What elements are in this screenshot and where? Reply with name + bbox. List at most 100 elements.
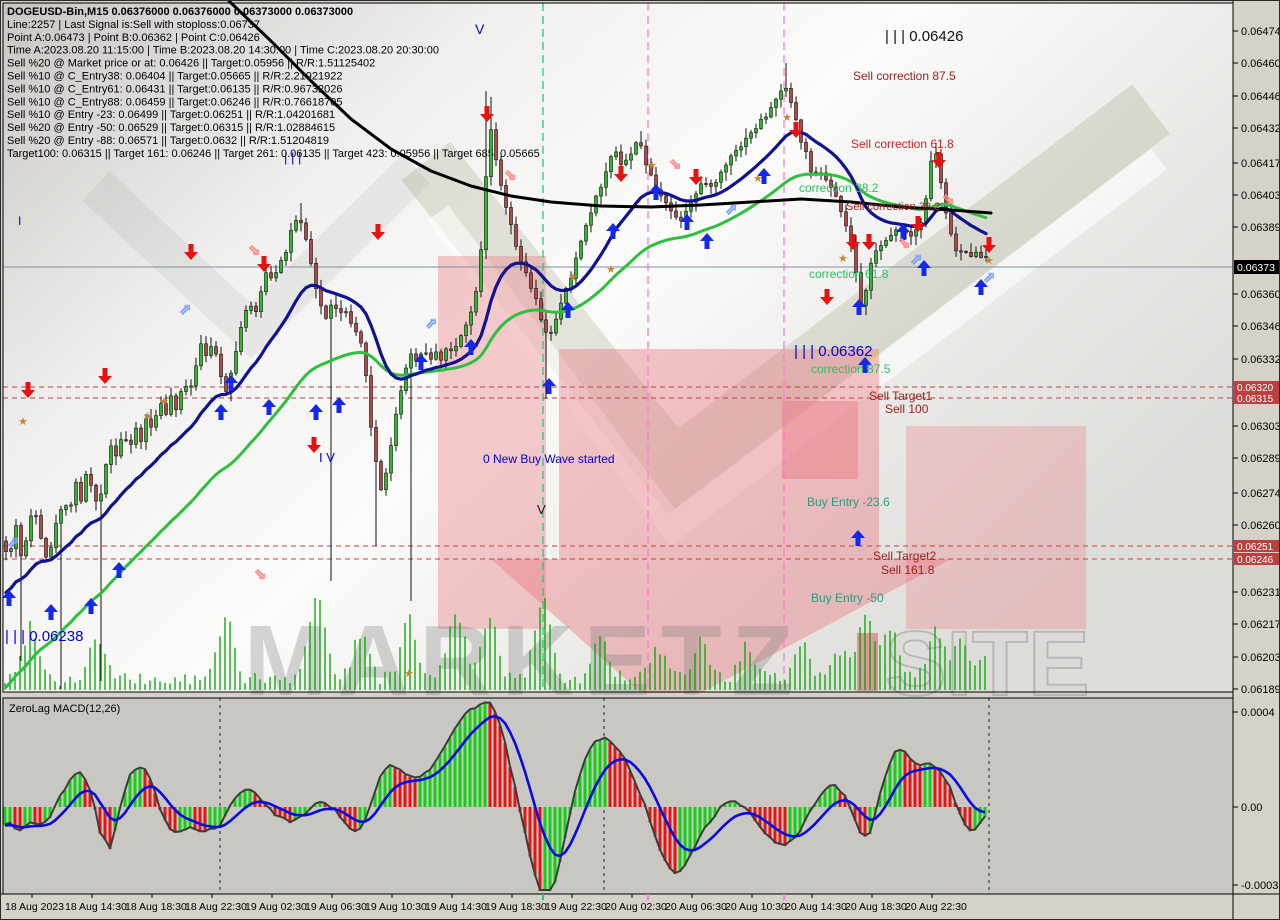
- macd-histogram-bar: [238, 794, 242, 807]
- macd-histogram-bar: [108, 807, 112, 850]
- candle-body: [619, 151, 623, 165]
- price-tick-label: 0.06332: [1241, 354, 1280, 366]
- main-chart-background[interactable]: [3, 3, 1233, 692]
- price-tick-label: 0.06189: [1241, 684, 1280, 696]
- candle-body: [734, 149, 738, 157]
- candle-body: [529, 272, 533, 289]
- macd-histogram-bar: [963, 807, 967, 826]
- macd-histogram-bar: [198, 807, 202, 833]
- candle-body: [844, 211, 848, 227]
- macd-signal-line: [4, 714, 986, 858]
- candle-body: [829, 179, 833, 188]
- sell-price-tag-label: 0.06251: [1237, 542, 1274, 553]
- price-tick-label: 0.06360: [1241, 289, 1280, 301]
- sell-arrow-icon: [789, 122, 803, 138]
- time-tick-label: 19 Aug 06:30: [305, 901, 367, 913]
- macd-histogram-bar: [938, 772, 942, 807]
- annotation-text: Buy Entry -50: [811, 591, 884, 605]
- candle-body: [789, 88, 793, 103]
- macd-histogram-bar: [953, 802, 957, 807]
- macd-histogram-bar: [373, 792, 377, 807]
- volume-bars: [4, 598, 986, 690]
- macd-histogram-bar: [538, 807, 542, 891]
- candle-body: [969, 252, 973, 257]
- sell-price-tag-label: 0.06320: [1237, 383, 1274, 394]
- candle-body: [359, 331, 363, 344]
- macd-histogram-bar: [168, 807, 172, 830]
- candle-body: [499, 159, 503, 186]
- macd-histogram-bar: [958, 807, 962, 815]
- sell-arrow-icon: [98, 368, 112, 384]
- candle-body: [69, 504, 73, 507]
- macd-histogram-bar: [323, 804, 327, 807]
- candle-body: [514, 224, 518, 247]
- macd-histogram-bar: [193, 807, 197, 831]
- macd-histogram-bar: [163, 807, 167, 821]
- macd-histogram-bar: [273, 807, 277, 817]
- candle-body: [639, 142, 643, 147]
- candle-body: [964, 250, 968, 253]
- ma-black-slow: [227, 1, 993, 215]
- macd-panel[interactable]: ZeroLag MACD(12,26): [3, 698, 990, 894]
- candle-body: [179, 391, 183, 410]
- price-tick-label: 0.06403: [1241, 190, 1280, 202]
- candle-body: [464, 324, 468, 337]
- price-axis[interactable]: 0.06474 0.06460 0.06446 0.06432 0.06417 0.064…: [1233, 26, 1280, 892]
- annotation-text: correction 87.5: [811, 362, 891, 376]
- candle-body: [634, 142, 638, 155]
- buy-outline-arrow-icon: ⇗: [179, 301, 192, 318]
- candle-body: [979, 251, 983, 258]
- candle-body: [429, 352, 433, 360]
- price-tick-label: 0.06432: [1241, 123, 1280, 135]
- macd-histogram-bar: [593, 742, 597, 807]
- annotation-text: | | | 0.06426: [885, 28, 963, 45]
- candle-body: [199, 343, 203, 367]
- candle-body: [879, 245, 883, 252]
- sell-price-tag: [1234, 381, 1279, 393]
- macd-histogram-bar: [638, 795, 642, 807]
- macd-histogram-bar: [318, 802, 322, 807]
- candle-body: [399, 390, 403, 415]
- sell-arrow-icon: [932, 152, 946, 168]
- info-line: Sell %10 @ C_Entry38: 0.06404 || Target:…: [7, 71, 343, 83]
- annotation-text: I: [18, 214, 21, 228]
- macd-histogram-bar: [38, 807, 42, 826]
- candle-body: [209, 346, 213, 356]
- macd-histogram-bar: [563, 807, 567, 839]
- candle-body: [834, 186, 838, 197]
- macd-histogram-bar: [148, 779, 152, 807]
- macd-histogram-bar: [698, 807, 702, 838]
- macd-histogram-bar: [618, 752, 622, 807]
- macd-panel-background[interactable]: [3, 698, 1233, 894]
- candle-body: [44, 538, 48, 558]
- candle-body: [39, 515, 43, 539]
- macd-histogram-bar: [98, 807, 102, 834]
- buy-arrow-icon: [214, 404, 228, 420]
- macd-histogram-bar: [658, 807, 662, 851]
- candle-body: [349, 311, 353, 324]
- candle-body: [94, 484, 98, 502]
- info-line: Sell %10 @ C_Entry61: 0.06431 || Target:…: [7, 83, 343, 95]
- candle-body: [114, 445, 118, 457]
- buy-arrow-icon: [561, 302, 575, 318]
- info-line: Point A:0.06473 | Point B:0.06362 | Poin…: [7, 32, 260, 44]
- time-tick-label: 19 Aug 10:30: [365, 901, 427, 913]
- sell-outline-arrow-icon: ⇘: [254, 566, 267, 583]
- candle-body: [4, 540, 8, 552]
- candle-body: [304, 222, 308, 240]
- sell-outline-arrow-icon: ⇘: [898, 235, 911, 252]
- candle-body: [74, 481, 78, 506]
- candle-body: [14, 525, 18, 549]
- macd-histogram-bar: [348, 807, 352, 830]
- macd-histogram-bar: [823, 790, 827, 807]
- candle-body: [604, 171, 608, 188]
- candle-body: [59, 509, 63, 524]
- macd-histogram-bar: [203, 807, 207, 833]
- buy-arrow-icon: [542, 378, 556, 394]
- time-tick-label: 18 Aug 18:30: [125, 901, 187, 913]
- macd-histogram-bar: [138, 768, 142, 807]
- sell-outline-arrow-icon: ⇘: [504, 167, 517, 184]
- candle-body: [164, 403, 168, 415]
